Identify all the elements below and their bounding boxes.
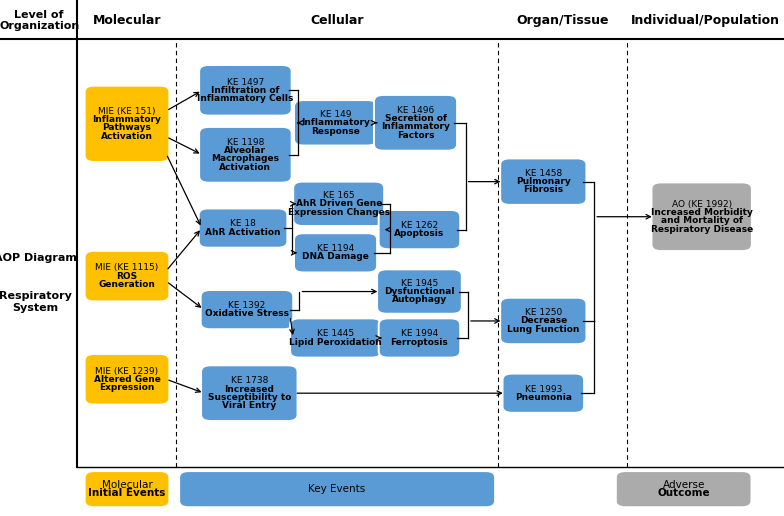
FancyBboxPatch shape <box>616 471 751 507</box>
FancyBboxPatch shape <box>652 183 752 251</box>
Text: Susceptibility to: Susceptibility to <box>208 393 291 402</box>
Text: Apoptosis: Apoptosis <box>394 229 445 238</box>
Text: KE 1445: KE 1445 <box>317 329 354 338</box>
Text: ROS: ROS <box>117 271 137 281</box>
Text: Inflammatory: Inflammatory <box>381 122 450 132</box>
Text: AO (KE 1992): AO (KE 1992) <box>672 200 731 209</box>
Text: KE 1993: KE 1993 <box>524 384 562 394</box>
Text: KE 18: KE 18 <box>230 219 256 229</box>
Text: and Mortality of: and Mortality of <box>661 216 742 225</box>
Text: KE 165: KE 165 <box>323 191 354 200</box>
Text: AhR Activation: AhR Activation <box>205 228 281 237</box>
Text: KE 1250: KE 1250 <box>524 308 562 317</box>
Text: Lung Function: Lung Function <box>507 325 579 334</box>
FancyBboxPatch shape <box>85 471 169 507</box>
Text: Activation: Activation <box>220 163 271 172</box>
Text: Dysfunctional: Dysfunctional <box>384 287 455 296</box>
Text: Initial Events: Initial Events <box>89 488 165 498</box>
Text: AhR Driven Gene: AhR Driven Gene <box>296 199 382 208</box>
Text: DNA Damage: DNA Damage <box>302 252 369 262</box>
Text: Individual/Population: Individual/Population <box>631 14 780 27</box>
Text: KE 1262: KE 1262 <box>401 221 438 230</box>
Text: KE 1496: KE 1496 <box>397 106 434 115</box>
Text: Pulmonary: Pulmonary <box>516 177 571 186</box>
FancyBboxPatch shape <box>293 182 384 226</box>
FancyBboxPatch shape <box>85 354 169 405</box>
Text: Pathways: Pathways <box>103 123 151 133</box>
Text: MIE (KE 151): MIE (KE 151) <box>98 107 156 116</box>
Text: Oxidative Stress: Oxidative Stress <box>205 309 289 318</box>
FancyBboxPatch shape <box>379 210 460 249</box>
Text: KE 1994: KE 1994 <box>401 329 438 338</box>
FancyBboxPatch shape <box>85 251 169 301</box>
Text: Pneumonia: Pneumonia <box>515 393 572 402</box>
Text: Inflammatory: Inflammatory <box>301 118 370 127</box>
Text: KE 1738: KE 1738 <box>230 376 268 385</box>
Text: Level of
Organization: Level of Organization <box>0 10 79 31</box>
Text: KE 1458: KE 1458 <box>524 169 562 178</box>
Text: Autophagy: Autophagy <box>392 295 447 304</box>
FancyBboxPatch shape <box>294 233 377 272</box>
Text: KE 1194: KE 1194 <box>317 244 354 253</box>
Text: Cellular: Cellular <box>310 14 364 27</box>
FancyBboxPatch shape <box>500 298 586 344</box>
Text: Expression: Expression <box>100 383 154 392</box>
FancyBboxPatch shape <box>179 471 495 507</box>
Text: Infiltration of: Infiltration of <box>211 86 280 95</box>
Text: Lipid Peroxidation: Lipid Peroxidation <box>289 337 382 347</box>
FancyBboxPatch shape <box>374 95 457 151</box>
FancyBboxPatch shape <box>294 100 377 146</box>
Text: MIE (KE 1115): MIE (KE 1115) <box>96 263 158 272</box>
Text: Increased Morbidity: Increased Morbidity <box>651 208 753 217</box>
Text: Fibrosis: Fibrosis <box>523 185 564 195</box>
Text: Inflammatory Cells: Inflammatory Cells <box>198 94 293 103</box>
Text: Alveolar: Alveolar <box>224 146 267 155</box>
Text: KE 1497: KE 1497 <box>227 77 264 87</box>
FancyBboxPatch shape <box>201 290 293 329</box>
Text: Increased: Increased <box>224 384 274 394</box>
Text: Molecular: Molecular <box>93 14 162 27</box>
FancyBboxPatch shape <box>85 86 169 162</box>
FancyBboxPatch shape <box>500 158 586 205</box>
Text: Generation: Generation <box>99 280 155 289</box>
Text: Macrophages: Macrophages <box>212 154 279 164</box>
Text: Inflammatory: Inflammatory <box>93 115 162 124</box>
Text: Respiratory Disease: Respiratory Disease <box>651 224 753 234</box>
Text: KE 149: KE 149 <box>320 110 351 119</box>
FancyBboxPatch shape <box>199 208 287 248</box>
FancyBboxPatch shape <box>503 374 584 413</box>
Text: Adverse: Adverse <box>662 480 705 490</box>
Text: Response: Response <box>311 126 360 136</box>
Text: Key Events: Key Events <box>308 484 366 494</box>
FancyBboxPatch shape <box>201 365 298 421</box>
Text: Factors: Factors <box>397 131 434 140</box>
Text: KE 1945: KE 1945 <box>401 279 438 288</box>
Text: AOP Diagram: AOP Diagram <box>0 253 77 263</box>
FancyBboxPatch shape <box>379 318 460 358</box>
Text: Outcome: Outcome <box>657 488 710 498</box>
FancyBboxPatch shape <box>290 318 381 358</box>
Text: Altered Gene: Altered Gene <box>93 375 161 384</box>
Text: Activation: Activation <box>101 132 153 141</box>
FancyBboxPatch shape <box>199 127 292 183</box>
Text: MIE (KE 1239): MIE (KE 1239) <box>96 366 158 376</box>
FancyBboxPatch shape <box>199 65 292 116</box>
Text: Respiratory
System: Respiratory System <box>0 291 71 313</box>
Text: Expression Changes: Expression Changes <box>288 207 390 217</box>
Text: KE 1198: KE 1198 <box>227 138 264 147</box>
Text: Viral Entry: Viral Entry <box>222 401 277 410</box>
Text: Secretion of: Secretion of <box>384 114 447 123</box>
FancyBboxPatch shape <box>377 269 462 314</box>
Text: Organ/Tissue: Organ/Tissue <box>517 14 609 27</box>
Text: Ferroptosis: Ferroptosis <box>390 337 448 347</box>
Text: KE 1392: KE 1392 <box>228 301 266 310</box>
Text: Molecular: Molecular <box>102 480 152 490</box>
Text: Decrease: Decrease <box>520 316 567 326</box>
